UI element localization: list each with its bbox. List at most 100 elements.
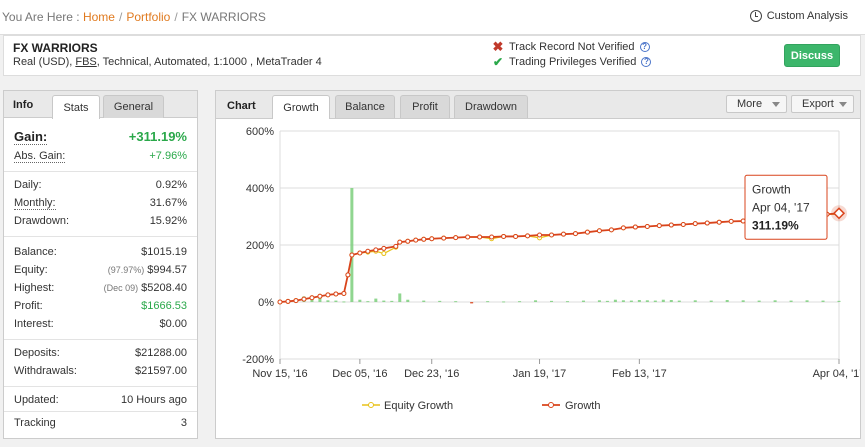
tracking-value: 3 [180,417,187,429]
tab-balance[interactable]: Balance [335,95,395,118]
tab-growth[interactable]: Growth [272,95,330,119]
privileges-status: ✔ Trading Privileges Verified ? [492,55,652,69]
legend-equity-marker [368,402,374,408]
growth-point [632,224,638,230]
caret-down-icon [772,102,780,107]
legend-equity-label: Equity Growth [384,400,453,412]
growth-point [357,250,363,256]
growth-point [680,221,686,227]
daily-bar [358,299,362,302]
growth-point [525,233,531,239]
growth-point [453,235,459,241]
daily-bar [757,300,761,302]
help-icon[interactable]: ? [641,57,652,67]
growth-point [465,234,471,240]
daily-bar [661,299,665,302]
tooltip-value: 311.19% [752,218,799,232]
daily-bar [741,300,745,302]
growth-point [293,298,299,304]
equity-percent: (97.97%) [107,265,145,275]
daily-bar [350,188,354,302]
growth-point [716,219,722,225]
growth-point [596,228,602,234]
growth-point [381,245,387,251]
divider [4,411,197,412]
growth-point [325,292,331,298]
daily-bar [470,302,474,304]
abs-gain-value: +7.96% [149,150,187,162]
daily-bar [438,300,442,302]
withdrawals-row: Withdrawals: $21597.00 [14,365,187,377]
legend-growth-label: Growth [565,400,600,412]
legend-growth-marker [548,402,554,408]
daily-bar [645,300,649,302]
track-record-status: ✖ Track Record Not Verified ? [492,39,650,55]
tab-drawdown[interactable]: Drawdown [454,95,528,118]
divider [4,386,197,387]
growth-point [656,223,662,229]
chart-tabs: Chart Growth Balance Profit Drawdown Mor… [216,91,860,119]
info-title: Info [13,99,34,111]
balance-row: Balance: $1015.19 [14,246,187,258]
growth-point [572,231,578,237]
breadcrumb-portfolio-link[interactable]: Portfolio [126,10,171,24]
highlight-marker [832,207,846,220]
daily-bar [342,301,346,303]
y-tick-label: 0% [258,297,274,309]
x-tick-label: Apr 04, '17 [813,368,860,380]
drawdown-row: Drawdown: 15.92% [14,215,187,227]
daily-row: Daily: 0.92% [14,179,187,191]
equity-growth-point [381,251,387,257]
privileges-label: Trading Privileges Verified [509,56,637,68]
tab-profit[interactable]: Profit [400,95,450,118]
growth-point [429,236,435,242]
growth-point [692,221,698,227]
y-tick-label: 400% [246,183,274,195]
growth-point [704,220,710,226]
custom-analysis-link[interactable]: Custom Analysis [749,10,848,22]
growth-point [345,272,351,278]
breadcrumb: You Are Here : Home / Portfolio / FX WARRIOR… [2,10,266,24]
chart-panel: Chart Growth Balance Profit Drawdown Mor… [215,90,861,439]
export-label: Export [802,98,834,110]
growth-point [285,298,291,304]
daily-bar [677,300,681,302]
monthly-value: 31.67% [149,197,187,209]
tracking-label: Tracking [14,417,56,429]
tab-general[interactable]: General [103,95,164,118]
growth-point [373,247,379,253]
daily-bar [565,301,569,303]
daily-bar [374,298,378,302]
daily-bar [773,300,777,302]
equity-label: Equity: [14,264,48,276]
daily-bar [318,296,322,302]
daily-bar [326,300,330,302]
discuss-button[interactable]: Discuss [784,44,840,67]
daily-bar [709,300,713,302]
growth-point [608,227,614,233]
deposits-label: Deposits: [14,347,60,359]
growth-point [341,290,347,296]
interest-row: Interest: $0.00 [14,318,187,330]
growth-point [333,291,339,297]
abs-gain-row: Abs. Gain: +7.96% [14,150,187,163]
growth-point [584,229,590,235]
monthly-label: Monthly: [14,197,56,210]
growth-point [349,252,355,258]
breadcrumb-home-link[interactable]: Home [82,10,115,24]
broker-link[interactable]: FBS [75,56,97,68]
updated-label: Updated: [14,394,59,406]
daily-bar [805,300,809,302]
growth-point [365,248,371,254]
more-dropdown[interactable]: More [726,95,787,113]
tooltip-box [744,174,828,240]
export-dropdown[interactable]: Export [791,95,854,113]
system-description: Real (USD), FBS, Technical, Automated, 1… [13,56,322,68]
tab-stats[interactable]: Stats [52,95,100,119]
x-tick-label: Dec 05, '16 [332,368,387,380]
help-icon[interactable]: ? [639,42,650,52]
equity-value: $994.57 [147,264,187,276]
breadcrumb-prefix: You Are Here : [2,10,80,24]
y-tick-label: 600% [246,126,274,138]
x-tick-label: Dec 23, '16 [404,368,459,380]
